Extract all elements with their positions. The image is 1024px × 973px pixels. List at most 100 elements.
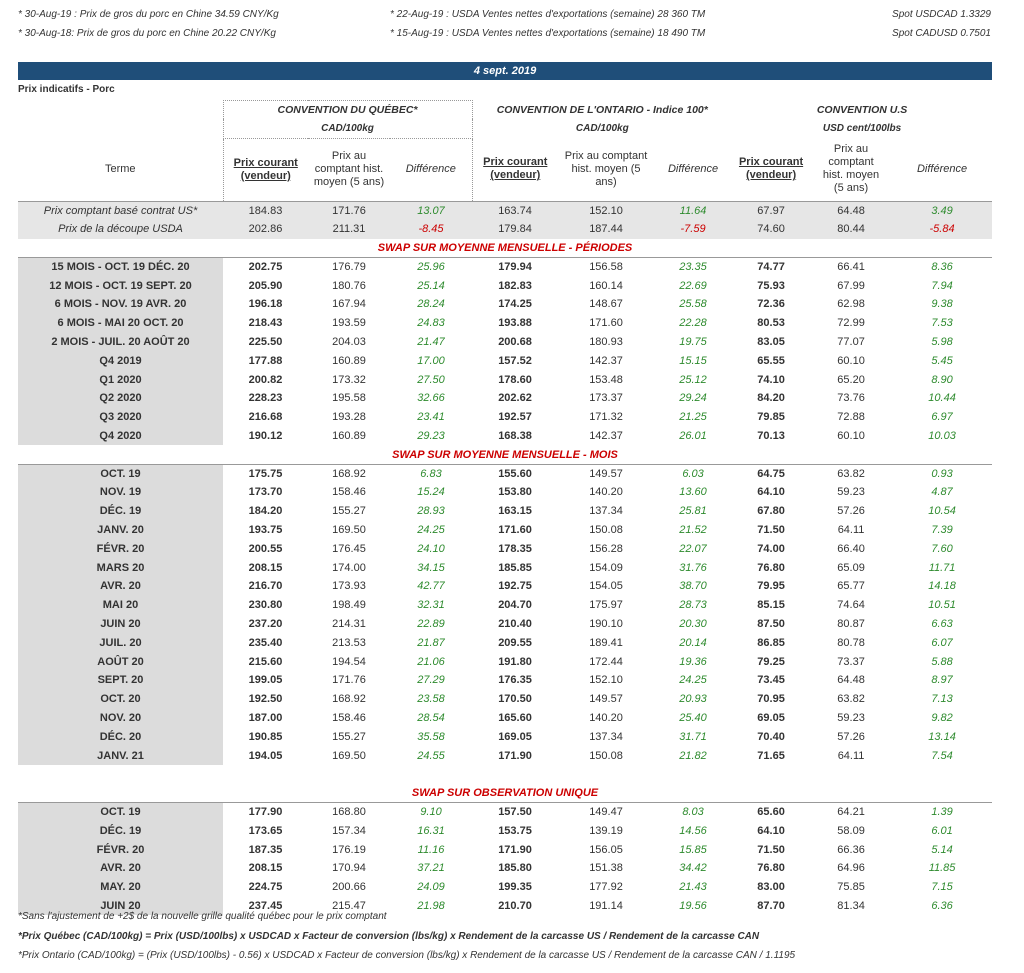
cell-value: 64.11	[837, 749, 865, 762]
section-spacer	[18, 765, 992, 784]
cell-value: 25.96	[417, 261, 445, 274]
cell-value: 190.10	[589, 618, 623, 631]
row-term: SEPT. 20	[18, 671, 223, 690]
cell-value: 214.31	[332, 618, 366, 631]
col-on-difference: Différence	[667, 162, 719, 175]
cell-value: 14.56	[679, 824, 707, 837]
cell-value: 80.87	[837, 618, 865, 631]
cell-value: 177.90	[248, 806, 283, 819]
cell-value: 179.94	[498, 261, 532, 274]
cell-value: 22.28	[679, 317, 707, 330]
cell-value: 71.50	[757, 843, 785, 856]
cell-value: 200.55	[248, 542, 283, 555]
cell-value: 215.60	[248, 655, 283, 668]
cell-value: 21.87	[417, 636, 445, 649]
cell-value: 21.98	[417, 899, 445, 912]
cell-value: 170.50	[498, 693, 532, 706]
cell-value: 154.09	[589, 561, 623, 574]
cell-value: 6.07	[931, 636, 953, 649]
data-row: JUIL. 20 235.40 213.53 21.87 209.55 189.41 20.…	[18, 633, 992, 653]
cell-value: 173.65	[248, 824, 283, 837]
cell-value: 10.44	[928, 392, 956, 405]
row-term: OCT. 20	[18, 689, 223, 709]
cell-value: 196.18	[248, 298, 283, 311]
cell-value: 32.66	[417, 392, 445, 405]
cell-value: 7.60	[931, 542, 953, 555]
cell-value: 80.44	[810, 219, 893, 239]
col-qc-prix-courant: Prix courant (vendeur)	[233, 156, 298, 182]
cell-value: 149.47	[589, 806, 623, 819]
cell-value: 149.57	[589, 693, 623, 706]
data-row: Q2 2020 228.23 195.58 32.66 202.62 173.37 29.2…	[18, 389, 992, 408]
cell-value: 69.05	[757, 712, 785, 724]
cell-value: 42.77	[417, 580, 445, 593]
cell-value: 35.58	[417, 730, 445, 743]
cell-value: 67.80	[757, 505, 785, 518]
data-row: NOV. 19 173.70 158.46 15.24 153.80 140.20 13.6…	[18, 483, 992, 502]
cell-value: 21.43	[679, 881, 707, 894]
cell-value: 34.42	[679, 862, 707, 875]
cell-value: 65.09	[837, 561, 865, 574]
cell-value: 27.29	[417, 674, 445, 687]
cell-value: 14.18	[928, 580, 956, 593]
data-row: SEPT. 20 199.05 171.76 27.29 176.35 152.10 24.…	[18, 671, 992, 690]
cell-value: 216.70	[248, 580, 283, 593]
cell-value: 70.13	[757, 430, 785, 443]
cell-value: 9.10	[420, 806, 442, 819]
cell-value: 70.95	[757, 693, 785, 706]
cell-value: 19.56	[679, 899, 707, 912]
cell-value: 15.15	[679, 354, 707, 367]
cell-value: 192.75	[498, 580, 532, 593]
cell-value: 140.20	[589, 486, 623, 499]
cell-value: 200.66	[332, 881, 366, 894]
cell-value: 204.03	[332, 336, 366, 349]
cell-value: 4.87	[931, 486, 953, 499]
cell-value: 22.07	[679, 542, 707, 555]
cell-value: 24.25	[417, 524, 445, 537]
cell-value: -5.84	[892, 219, 993, 239]
cell-value: 216.68	[248, 411, 283, 424]
cell-value: 199.05	[248, 674, 283, 687]
cell-value: 8.03	[682, 806, 704, 819]
cell-value: 64.21	[837, 806, 865, 819]
cell-value: 32.31	[417, 599, 445, 612]
data-row: NOV. 20 187.00 158.46 28.54 165.60 140.20 25.4…	[18, 708, 992, 728]
cell-value: 11.71	[928, 561, 956, 574]
cell-value: 152.10	[589, 674, 623, 687]
cell-value: 210.40	[498, 618, 532, 631]
row-term: FÉVR. 20	[18, 539, 223, 559]
data-row: 2 MOIS - JUIL. 20 AOÛT 20 225.50 204.03 21.…	[18, 332, 992, 352]
footnote-ontario-formula: *Prix Ontario (CAD/100kg) = (Prix (USD/1…	[18, 950, 796, 961]
cell-value: 235.40	[248, 636, 283, 649]
section-title-row: SWAP SUR MOYENNE MENSUELLE - PÉRIODES	[18, 238, 993, 258]
cell-value: 211.31	[308, 219, 390, 239]
cell-value: 193.75	[248, 524, 283, 537]
cell-value: 63.82	[837, 693, 865, 706]
cell-value: 29.24	[679, 392, 707, 405]
cell-value: 160.14	[589, 279, 623, 292]
row-term: MAI 20	[18, 595, 223, 615]
cell-value: 21.52	[679, 524, 707, 537]
row-term: JUIL. 20	[18, 633, 223, 653]
row-term: Q4 2019	[18, 351, 223, 371]
cell-value: 237.20	[248, 618, 283, 631]
cell-value: 185.85	[498, 561, 532, 574]
cell-value: 21.82	[679, 749, 707, 762]
cell-value: 153.75	[498, 824, 532, 837]
cell-value: 76.80	[757, 862, 785, 875]
cell-value: 176.79	[332, 261, 366, 274]
cell-value: 155.27	[332, 505, 366, 518]
cell-value: 158.46	[332, 712, 366, 724]
row-term: 12 MOIS - OCT. 19 SEPT. 20	[18, 276, 223, 296]
cell-value: 8.36	[931, 261, 953, 274]
cell-value: 64.10	[757, 824, 785, 837]
cell-value: 202.75	[248, 261, 283, 274]
cell-value: 64.48	[837, 674, 865, 687]
cell-value: 182.83	[498, 279, 532, 292]
cell-value: 173.37	[589, 392, 623, 405]
col-on-prix-hist: Prix au comptant hist. moyen (5 ans)	[564, 149, 648, 188]
cell-value: 7.54	[931, 749, 953, 762]
cell-value: 199.35	[498, 881, 532, 894]
cell-value: 5.88	[931, 655, 953, 668]
cell-value: 194.05	[248, 749, 283, 762]
